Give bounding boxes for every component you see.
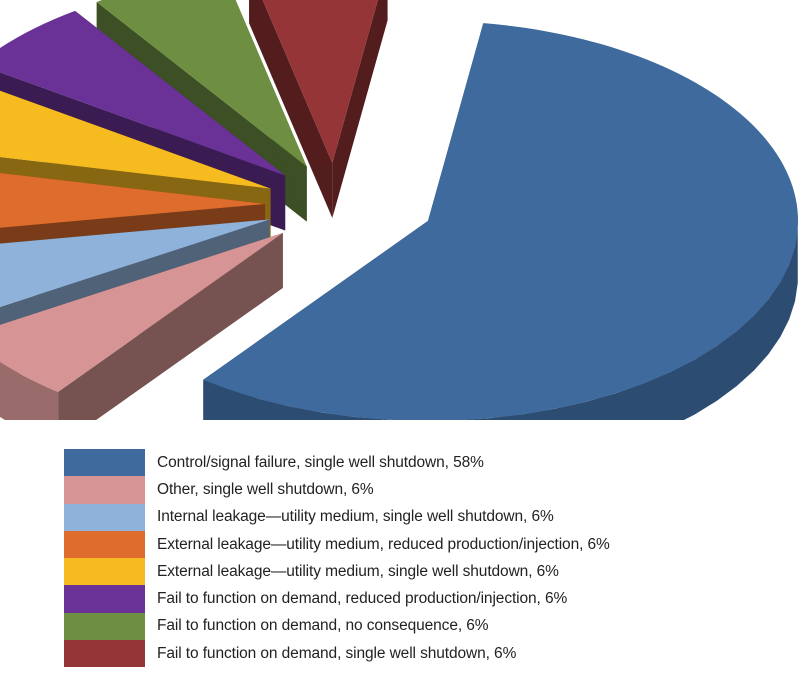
legend-swatch	[64, 449, 145, 477]
legend-item: External leakage—utility medium, reduced…	[64, 530, 610, 559]
legend-item: External leakage—utility medium, single …	[64, 558, 610, 586]
legend-item: Fail to function on demand, no consequen…	[64, 612, 610, 641]
legend-swatch	[64, 530, 145, 559]
legend-label: Fail to function on demand, no consequen…	[157, 617, 489, 635]
legend-label: Control/signal failure, single well shut…	[157, 453, 484, 471]
legend-label: Internal leakage—utility medium, single …	[157, 508, 554, 526]
legend-item: Fail to function on demand, reduced prod…	[64, 585, 610, 613]
pie-slice	[0, 232, 283, 420]
pie-slice	[249, 0, 388, 219]
legend-item: Fail to function on demand, single well …	[64, 640, 610, 668]
pie-slice	[203, 23, 799, 420]
legend-item: Other, single well shutdown, 6%	[64, 476, 610, 504]
legend-label: Other, single well shutdown, 6%	[157, 480, 374, 498]
legend-swatch	[64, 640, 145, 668]
chart-legend: Control/signal failure, single well shut…	[64, 449, 610, 668]
legend-label: External leakage—utility medium, reduced…	[157, 535, 610, 553]
legend-item: Control/signal failure, single well shut…	[64, 449, 610, 477]
legend-swatch	[64, 476, 145, 504]
legend-label: External leakage—utility medium, single …	[157, 562, 559, 580]
legend-swatch	[64, 558, 145, 586]
legend-label: Fail to function on demand, single well …	[157, 644, 517, 662]
legend-swatch	[64, 585, 145, 613]
pie-chart	[0, 0, 799, 420]
legend-item: Internal leakage—utility medium, single …	[64, 503, 610, 531]
legend-swatch	[64, 612, 145, 641]
legend-swatch	[64, 503, 145, 531]
legend-label: Fail to function on demand, reduced prod…	[157, 590, 568, 608]
